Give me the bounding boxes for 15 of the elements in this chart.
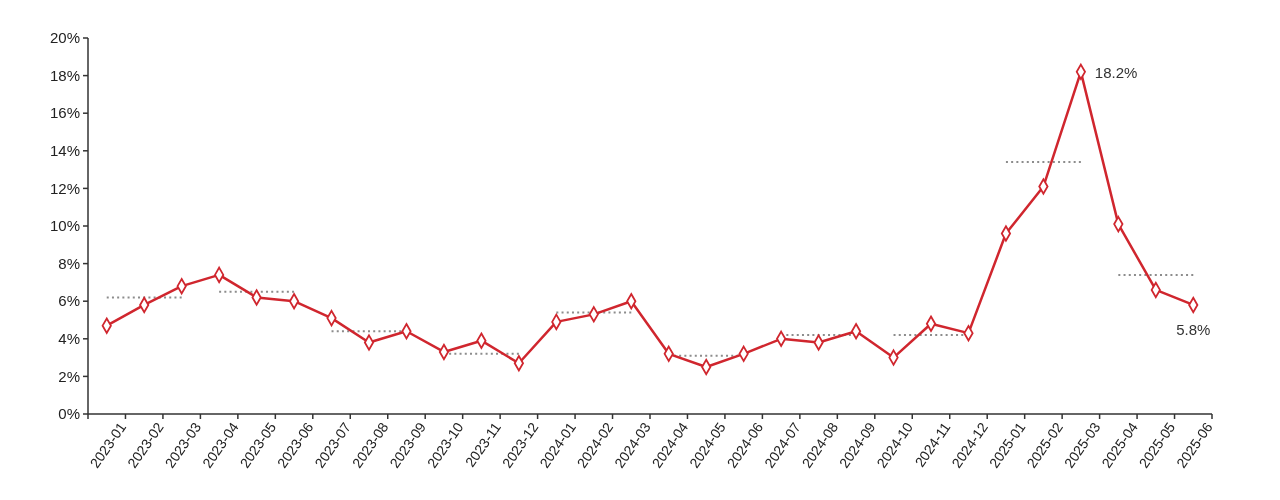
point — [363, 334, 375, 351]
y-tick-label: 18% — [49, 66, 80, 84]
y-tick-label: 16% — [49, 104, 80, 122]
y-tick-label: 2% — [58, 367, 80, 385]
data-label: 18.2% — [1094, 63, 1138, 81]
y-tick-label: 0% — [58, 405, 80, 423]
point — [925, 315, 937, 332]
data-label: 5.8% — [1176, 320, 1211, 338]
y-tick-label: 20% — [49, 29, 80, 47]
y-tick-label: 10% — [49, 217, 80, 235]
y-tick-label: 14% — [49, 142, 80, 160]
y-tick-label: 4% — [58, 330, 80, 348]
y-tick-label: 6% — [58, 292, 80, 310]
y-tick-label: 8% — [58, 254, 80, 272]
y-tick-label: 12% — [49, 179, 80, 197]
